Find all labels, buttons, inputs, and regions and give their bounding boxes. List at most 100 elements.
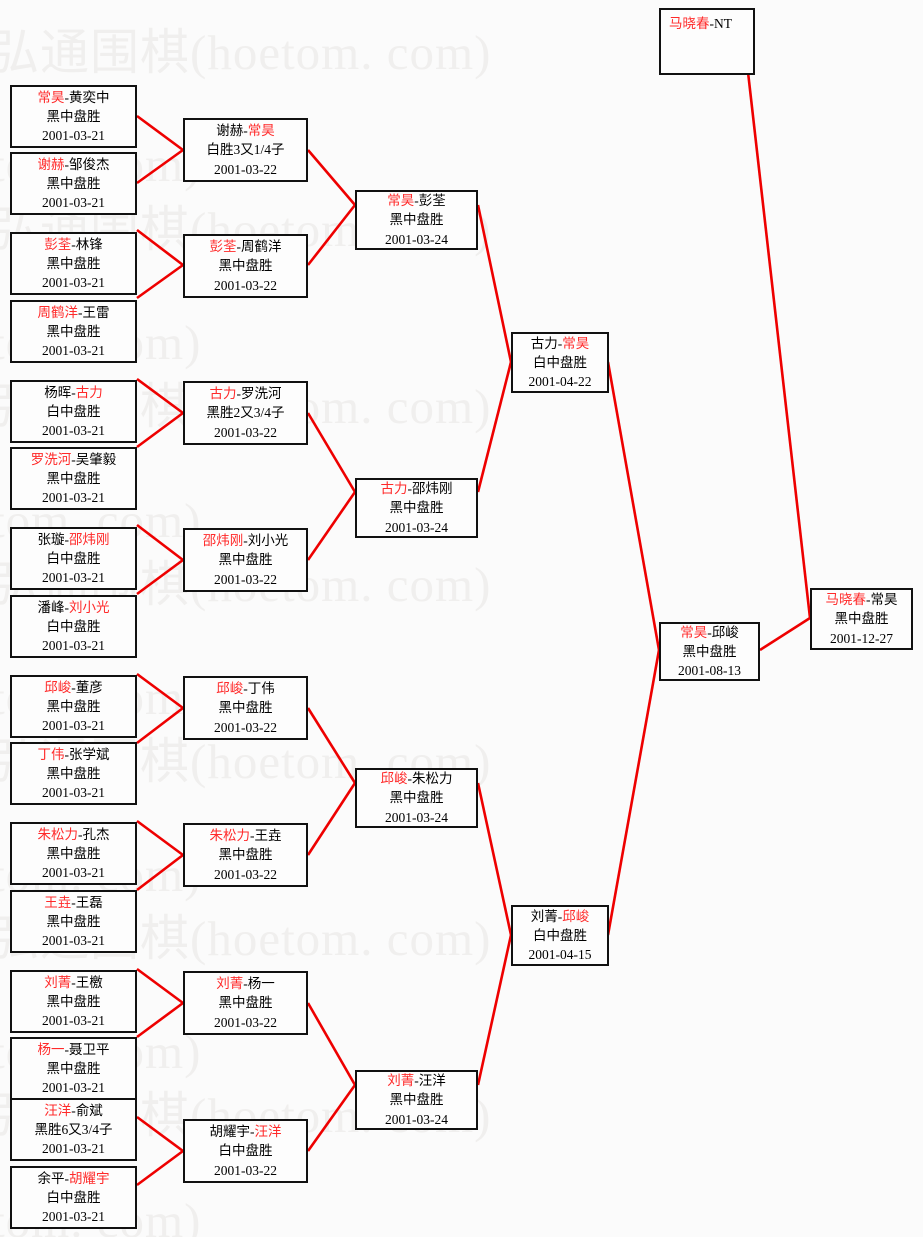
round1-match-11[interactable]: 朱松力-孔杰 黑中盘胜 2001-03-21: [10, 822, 137, 885]
match-result: 白中盘胜: [533, 927, 587, 943]
round1-match-12[interactable]: 王垚-王磊 黑中盘胜 2001-03-21: [10, 890, 137, 953]
winner-name: 常昊: [680, 624, 708, 640]
match-date: 2001-03-24: [385, 519, 448, 535]
round1-match-6[interactable]: 罗洗河-吴肇毅 黑中盘胜 2001-03-21: [10, 447, 137, 510]
winner-name: 刘菁: [216, 976, 244, 992]
match-players: 杨晖-古力: [44, 384, 103, 400]
round2-match-6[interactable]: 朱松力-王垚 黑中盘胜 2001-03-22: [183, 823, 308, 887]
loser-name: 黄奕中: [69, 89, 110, 105]
round4-match-2[interactable]: 刘菁-邱峻 白中盘胜 2001-04-15: [511, 905, 609, 966]
loser-name: 周鹤洋: [241, 239, 282, 255]
match-result: 白中盘胜: [533, 354, 587, 370]
match-date: 2001-03-21: [42, 195, 105, 211]
round2-match-4[interactable]: 邵炜刚-刘小光 黑中盘胜 2001-03-22: [183, 528, 308, 592]
round1-match-2[interactable]: 谢赫-邹俊杰 黑中盘胜 2001-03-21: [10, 152, 137, 215]
loser-name: 林锋: [75, 236, 103, 252]
semifinal-match[interactable]: 常昊-邱峻 黑中盘胜 2001-08-13: [659, 622, 760, 681]
match-result: 黑胜6又3/4子: [34, 1121, 113, 1137]
match-date: 2001-03-21: [42, 490, 105, 506]
round1-match-7[interactable]: 张璇-邵炜刚 白中盘胜 2001-03-21: [10, 527, 137, 590]
match-players: 彭荃-林锋: [44, 236, 103, 252]
winner-name: 邱峻: [380, 771, 408, 787]
round1-match-10[interactable]: 丁伟-张学斌 黑中盘胜 2001-03-21: [10, 742, 137, 805]
match-date: 2001-03-21: [42, 1141, 105, 1157]
loser-name: 汪洋: [418, 1073, 446, 1089]
round1-match-8[interactable]: 潘峰-刘小光 白中盘胜 2001-03-21: [10, 595, 137, 658]
match-date: 2001-03-24: [385, 231, 448, 247]
round1-match-5[interactable]: 杨晖-古力 白中盘胜 2001-03-21: [10, 380, 137, 443]
winner-name: 丁伟: [37, 746, 65, 762]
match-result: 黑中盘胜: [218, 995, 273, 1011]
winner-name: 周鹤洋: [37, 304, 79, 320]
winner-name: 彭荃: [44, 236, 72, 252]
loser-name: 王雷: [82, 304, 110, 320]
loser-name: 邱峻: [711, 624, 739, 640]
loser-name: 张璇: [37, 531, 65, 547]
loser-name: 丁伟: [247, 681, 275, 697]
loser-name: 邵炜刚: [412, 481, 453, 497]
round2-match-2[interactable]: 彭荃-周鹤洋 黑中盘胜 2001-03-22: [183, 234, 308, 298]
match-date: 2001-08-13: [678, 663, 741, 679]
match-players: 汪洋-俞斌: [44, 1102, 103, 1118]
match-result: 黑中盘胜: [46, 255, 101, 271]
match-date: 2001-03-21: [42, 343, 105, 359]
winner-name: 马晓春: [669, 16, 710, 31]
winner-name: 常昊: [37, 89, 65, 105]
match-result: 黑中盘胜: [682, 643, 737, 659]
round1-match-9[interactable]: 邱峻-董彦 黑中盘胜 2001-03-21: [10, 675, 137, 738]
match-result: 黑中盘胜: [46, 108, 101, 124]
match-result: 黑中盘胜: [46, 913, 101, 929]
match-result: 黑中盘胜: [46, 698, 101, 714]
round2-match-5[interactable]: 邱峻-丁伟 黑中盘胜 2001-03-22: [183, 676, 308, 740]
round3-match-2[interactable]: 古力-邵炜刚 黑中盘胜 2001-03-24: [355, 478, 478, 538]
loser-name: 董彦: [75, 679, 103, 695]
match-date: 2001-12-27: [830, 630, 893, 646]
round1-match-3[interactable]: 彭荃-林锋 黑中盘胜 2001-03-21: [10, 232, 137, 295]
round1-match-13[interactable]: 刘菁-王檄 黑中盘胜 2001-03-21: [10, 970, 137, 1033]
round1-match-16[interactable]: 余平-胡耀宇 白中盘胜 2001-03-21: [10, 1166, 137, 1229]
winner-name: 谢赫: [37, 156, 65, 172]
match-result: 黑中盘胜: [389, 1092, 444, 1108]
round2-match-1[interactable]: 谢赫-常昊 白胜3又1/4子 2001-03-22: [183, 118, 308, 182]
round4-match-1[interactable]: 古力-常昊 白中盘胜 2001-04-22: [511, 332, 609, 393]
winner-name: 彭荃: [209, 239, 237, 255]
match-date: 2001-04-22: [528, 374, 592, 390]
round3-match-1[interactable]: 常昊-彭荃 黑中盘胜 2001-03-24: [355, 190, 478, 250]
match-players: 彭荃-周鹤洋: [209, 239, 282, 255]
loser-name: 张学斌: [69, 746, 110, 762]
loser-name: 刘菁: [530, 908, 558, 924]
round1-match-4[interactable]: 周鹤洋-王雷 黑中盘胜 2001-03-21: [10, 300, 137, 363]
match-result: 黑中盘胜: [218, 847, 273, 863]
match-players: 丁伟-张学斌: [37, 746, 110, 762]
winner-name: 常昊: [387, 193, 415, 209]
champion-box[interactable]: 马晓春-NT: [659, 8, 755, 75]
final-match[interactable]: 马晓春-常昊 黑中盘胜 2001-12-27: [810, 588, 913, 650]
round1-match-14[interactable]: 杨一-聂卫平 黑中盘胜 2001-03-21: [10, 1037, 137, 1100]
winner-name: 杨一: [37, 1041, 65, 1057]
round2-match-3[interactable]: 古力-罗洗河 黑胜2又3/4子 2001-03-22: [183, 381, 308, 445]
round1-match-1[interactable]: 常昊-黄奕中 黑中盘胜 2001-03-21: [10, 85, 137, 148]
match-date: 2001-03-21: [42, 1013, 105, 1029]
winner-name: 刘小光: [69, 599, 110, 615]
round1-match-15[interactable]: 汪洋-俞斌 黑胜6又3/4子 2001-03-21: [10, 1098, 137, 1161]
match-result: 白中盘胜: [46, 403, 101, 419]
match-date: 2001-03-22: [214, 277, 277, 293]
loser-name: 孔杰: [82, 826, 110, 842]
match-result: 黑中盘胜: [218, 258, 273, 274]
loser-name: NT: [714, 16, 732, 31]
loser-name: 聂卫平: [69, 1041, 110, 1057]
match-date: 2001-03-21: [42, 423, 105, 439]
match-result: 黑中盘胜: [834, 611, 889, 627]
match-result: 黑胜2又3/4子: [206, 405, 285, 421]
round2-match-7[interactable]: 刘菁-杨一 黑中盘胜 2001-03-22: [183, 971, 308, 1035]
winner-name: 邵炜刚: [69, 531, 110, 547]
match-players: 马晓春-NT: [669, 16, 732, 31]
round3-match-3[interactable]: 邱峻-朱松力 黑中盘胜 2001-03-24: [355, 768, 478, 828]
round2-match-8[interactable]: 胡耀宇-汪洋 白中盘胜 2001-03-22: [183, 1119, 308, 1183]
loser-name: 王磊: [75, 894, 103, 910]
loser-name: 王檄: [75, 974, 103, 990]
match-result: 黑中盘胜: [46, 845, 101, 861]
round3-match-4[interactable]: 刘菁-汪洋 黑中盘胜 2001-03-24: [355, 1070, 478, 1130]
